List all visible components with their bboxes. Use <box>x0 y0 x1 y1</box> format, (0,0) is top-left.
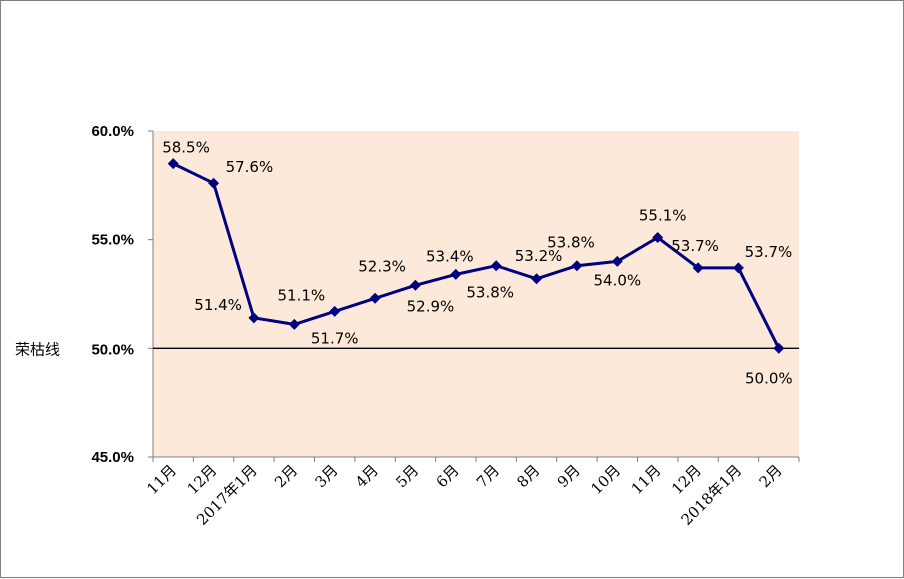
x-tick-label: 12月 <box>184 461 221 498</box>
data-point <box>652 232 664 243</box>
data-label: 52.3% <box>358 257 406 275</box>
series-line <box>172 162 781 349</box>
data-label: 55.1% <box>639 206 687 224</box>
data-point <box>329 305 341 317</box>
data-label: 53.2% <box>515 247 563 265</box>
data-label: 53.4% <box>426 247 474 265</box>
x-tick-label: 10月 <box>587 461 624 498</box>
data-point <box>369 292 381 304</box>
data-label: 52.9% <box>407 297 455 315</box>
data-point <box>692 262 704 274</box>
x-tick-label: 2月 <box>271 461 301 491</box>
reference-line-label: 荣枯线 <box>15 340 60 358</box>
data-point <box>288 318 300 330</box>
data-point <box>732 262 744 274</box>
data-point <box>167 158 179 170</box>
x-tick-label: 11月 <box>143 461 180 498</box>
data-point <box>208 177 220 189</box>
data-label: 58.5% <box>162 139 210 157</box>
data-label: 53.7% <box>745 243 793 261</box>
data-point <box>773 342 785 354</box>
data-label: 50.0% <box>745 369 793 387</box>
y-tick-label: 55.0% <box>91 232 134 249</box>
x-tick-label: 12月 <box>668 461 705 498</box>
data-label: 53.8% <box>547 234 595 252</box>
data-point <box>531 273 543 285</box>
x-tick-label: 6月 <box>433 461 463 491</box>
y-tick-label: 60.0% <box>91 123 134 140</box>
x-tick-label: 5月 <box>392 461 422 491</box>
x-tick-label: 4月 <box>352 461 382 491</box>
x-tick-label: 9月 <box>554 461 584 491</box>
data-point <box>490 260 502 272</box>
series: 58.5% 57.6% 51.4% 51.1% 51.7% 52.3% 52.9% 53.4%… <box>162 139 792 388</box>
data-label: 51.4% <box>194 296 242 314</box>
x-tick-label: 7月 <box>473 461 503 491</box>
x-tick-label: 2月 <box>756 461 786 491</box>
data-point <box>611 255 623 267</box>
y-tick-label: 45.0% <box>91 449 134 466</box>
data-point <box>450 268 462 280</box>
y-axis: 45.0% 55.0% 60.0% <box>91 123 154 466</box>
data-label: 53.8% <box>466 284 514 302</box>
data-point <box>409 279 421 291</box>
data-label: 51.1% <box>277 286 325 304</box>
x-tick-label: 8月 <box>513 461 543 491</box>
reference-line: 荣枯线 50.0% <box>15 340 799 358</box>
data-point <box>571 260 583 272</box>
x-tick-label: 11月 <box>628 461 665 498</box>
data-label: 53.7% <box>671 237 719 255</box>
plot-area <box>153 131 799 457</box>
data-point <box>248 312 260 324</box>
data-label: 57.6% <box>226 158 274 176</box>
data-label: 54.0% <box>593 271 641 289</box>
x-tick-label: 3月 <box>311 461 341 491</box>
data-label: 51.7% <box>311 329 359 347</box>
reference-line-value: 50.0% <box>91 341 134 358</box>
